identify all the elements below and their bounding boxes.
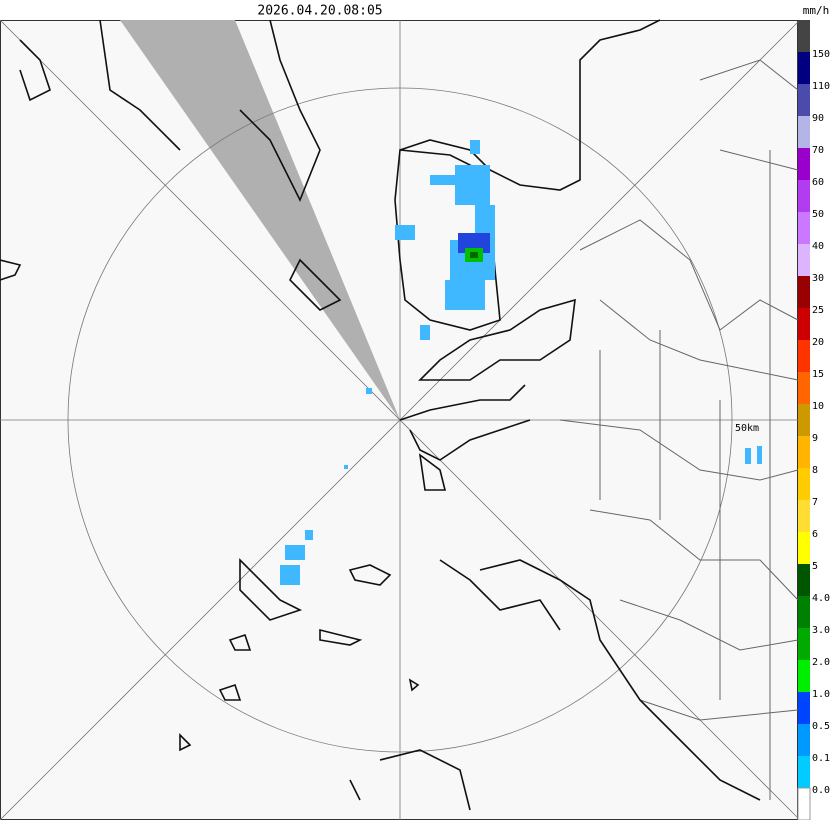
scale-label: 50km	[735, 423, 759, 434]
legend-swatch	[798, 308, 810, 340]
legend-label: 90	[812, 113, 824, 124]
legend-swatch	[798, 500, 810, 532]
legend-swatch	[798, 116, 810, 148]
legend-swatch	[798, 468, 810, 500]
legend-swatch	[798, 180, 810, 212]
legend-swatch	[798, 212, 810, 244]
legend-label: 8	[812, 465, 818, 476]
legend-swatch	[798, 692, 810, 724]
legend-swatch	[798, 660, 810, 692]
legend-label: 30	[812, 273, 824, 284]
legend-label: 1.0	[812, 689, 830, 700]
legend-label: 4.0	[812, 593, 830, 604]
legend-label: 20	[812, 337, 824, 348]
legend-label: 5	[812, 561, 818, 572]
legend-swatch	[798, 244, 810, 276]
legend-swatch	[798, 756, 810, 788]
legend-label: 50	[812, 209, 824, 220]
legend-label: 40	[812, 241, 824, 252]
legend-swatch	[798, 276, 810, 308]
legend-swatch	[798, 436, 810, 468]
legend-swatch	[798, 596, 810, 628]
legend-label: 9	[812, 433, 818, 444]
legend-label: 10	[812, 401, 824, 412]
legend-swatch	[798, 20, 810, 52]
legend-swatch	[798, 52, 810, 84]
legend-label: 0.0	[812, 785, 830, 796]
legend-label: 150	[812, 49, 830, 60]
legend-label: 15	[812, 369, 824, 380]
legend: 150 110 90 70 60 50 40 30 25 20 15 10 9 8 7 6 5 4.0 3.0 2.0…	[797, 20, 830, 820]
legend-swatch	[798, 628, 810, 660]
legend-swatch	[798, 148, 810, 180]
legend-swatch	[798, 372, 810, 404]
map: 50km	[0, 19, 799, 820]
legend-swatch	[798, 564, 810, 596]
legend-label: 7	[812, 497, 818, 508]
legend-label: 110	[812, 81, 830, 92]
legend-label: 0.1	[812, 753, 830, 764]
legend-label: 2.0	[812, 657, 830, 668]
legend-swatch	[798, 532, 810, 564]
legend-label: 60	[812, 177, 824, 188]
legend-swatch	[798, 404, 810, 436]
legend-label: 25	[812, 305, 824, 316]
legend-label: 3.0	[812, 625, 830, 636]
legend-swatch	[798, 724, 810, 756]
legend-swatch	[798, 340, 810, 372]
legend-label: 0.5	[812, 721, 830, 732]
legend-swatch-empty	[797, 787, 811, 820]
unit: mm/h	[803, 4, 830, 17]
legend-swatch	[798, 84, 810, 116]
timestamp: 2026.04.20.08:05	[257, 4, 382, 19]
legend-label: 6	[812, 529, 818, 540]
legend-label: 70	[812, 145, 824, 156]
